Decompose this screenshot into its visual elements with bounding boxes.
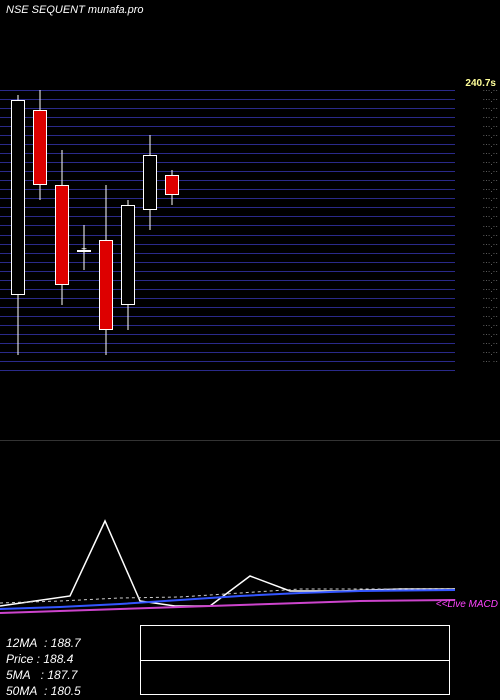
y-tick-label: ···.·· (482, 195, 498, 203)
candle-body (143, 155, 157, 210)
candle-body (99, 240, 113, 330)
y-tick-label: ···.·· (482, 159, 498, 167)
y-tick-label: ···.·· (482, 114, 498, 122)
y-tick-label: ···.·· (482, 268, 498, 276)
ma-box-midline (141, 660, 449, 661)
candle (55, 90, 69, 370)
ma-indicator-box (140, 625, 450, 695)
y-tick-label: ···.·· (482, 213, 498, 221)
y-tick-label: ···.·· (482, 141, 498, 149)
candle-body (121, 205, 135, 305)
candle-body (165, 175, 179, 195)
candle (143, 90, 157, 370)
y-tick-label: ···.·· (482, 340, 498, 348)
ma-row: 50MA : 180.5 (6, 683, 81, 699)
candlestick-series: + (0, 90, 455, 370)
y-tick-label: ···.·· (482, 349, 498, 357)
gridline (0, 370, 455, 371)
y-tick-label: ···.·· (482, 232, 498, 240)
macd-lines-svg (0, 441, 455, 631)
y-tick-label: ···.·· (482, 241, 498, 249)
ticker-title: NSE SEQUENT munafa.pro (6, 4, 144, 16)
y-tick-label: ···.·· (482, 87, 498, 95)
y-tick-label: ···.·· (482, 286, 498, 294)
doji-marker: + (81, 245, 87, 256)
candle-body (11, 100, 25, 295)
chart-header: NSE SEQUENT munafa.pro (6, 4, 144, 16)
candle (33, 90, 47, 370)
y-tick-label: ···.·· (482, 322, 498, 330)
y-tick-label: ···.·· (482, 123, 498, 131)
y-tick-label: ···.·· (482, 277, 498, 285)
ma-row: Price : 188.4 (6, 651, 81, 667)
candle: + (77, 90, 91, 370)
y-tick-label: ···.·· (482, 259, 498, 267)
y-tick-label: ···.·· (482, 168, 498, 176)
y-tick-label: ···.·· (482, 295, 498, 303)
macd-label: <<Live MACD (436, 599, 498, 610)
y-tick-label: ···.·· (482, 313, 498, 321)
candle (99, 90, 113, 370)
candle (121, 90, 135, 370)
y-tick-label: ···.·· (482, 331, 498, 339)
y-tick-label: ···.·· (482, 132, 498, 140)
ma-values-panel: 12MA : 188.7Price : 188.45MA : 187.750MA… (6, 635, 81, 699)
y-tick-label: ···.·· (482, 223, 498, 231)
y-tick-label: ···.·· (482, 204, 498, 212)
y-tick-label: ···.·· (482, 304, 498, 312)
y-tick-label: ···.·· (482, 177, 498, 185)
macd-line-signal (0, 521, 455, 606)
candle (11, 90, 25, 370)
y-tick-label: ···.·· (482, 358, 498, 362)
y-tick-label: ···.·· (482, 150, 498, 158)
candle-body (55, 185, 69, 285)
y-tick-label: ···.·· (482, 96, 498, 104)
y-tick-label: ···.·· (482, 250, 498, 258)
candle-body (33, 110, 47, 185)
y-tick-label: ···.·· (482, 105, 498, 113)
y-axis-scale: ···.·····.·····.·····.·····.·····.·····.… (455, 82, 500, 362)
macd-panel: <<Live MACD (0, 440, 500, 630)
price-chart-panel: + 240.7s ···.·····.·····.·····.·····.···… (0, 90, 500, 370)
ma-row: 5MA : 187.7 (6, 667, 81, 683)
y-tick-label: ···.·· (482, 186, 498, 194)
ma-row: 12MA : 188.7 (6, 635, 81, 651)
candle (165, 90, 179, 370)
